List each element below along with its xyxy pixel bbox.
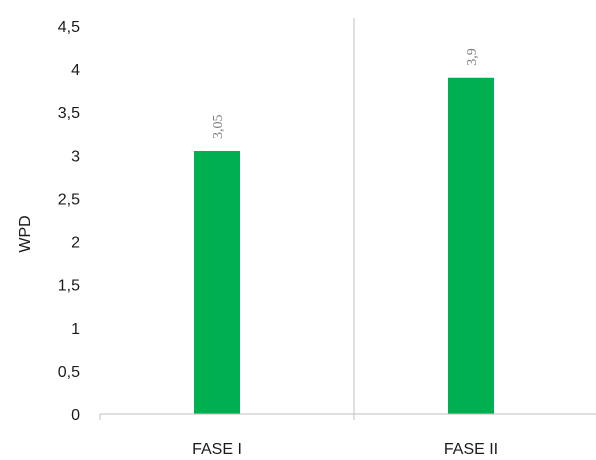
y-tick-label: 1,5 xyxy=(58,278,80,295)
y-tick-label: 4,5 xyxy=(58,19,80,36)
x-category-label: FASE II xyxy=(444,441,498,458)
y-tick-label: 2 xyxy=(71,235,80,252)
y-tick-label: 1 xyxy=(71,321,80,338)
bars-layer xyxy=(194,77,494,414)
y-axis-title: WPD xyxy=(17,215,34,252)
y-tick-label: 3,5 xyxy=(58,105,80,122)
data-label: 3,05 xyxy=(211,115,226,140)
y-tick-label: 3 xyxy=(71,148,80,165)
data-label: 3,9 xyxy=(465,48,480,66)
bar xyxy=(448,77,494,414)
y-tick-label: 4 xyxy=(71,62,80,79)
bar xyxy=(194,151,240,414)
y-tick-label: 0 xyxy=(71,407,80,424)
axis-layer xyxy=(99,413,596,420)
y-tick-label: 0,5 xyxy=(58,364,80,381)
labels-layer: 0 0,5 1 1,5 2 2,5 3 3,5 4 4,5 FASE I 3,05 FASE II 3,9 xyxy=(58,19,498,458)
x-category-label: FASE I xyxy=(192,441,242,458)
y-tick-label: 2,5 xyxy=(58,191,80,208)
